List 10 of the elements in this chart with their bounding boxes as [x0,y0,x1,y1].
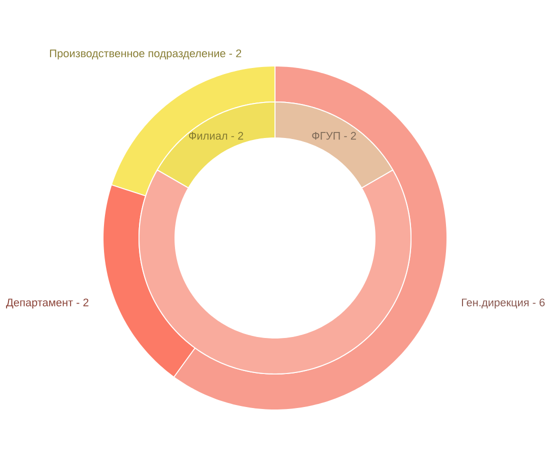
slice-label: ФГУП - [312,132,347,140]
data-label: 6 [540,298,545,306]
data-label: 2 [350,132,356,140]
slice-label: Филиал - [188,132,234,140]
data-label: 2 [238,132,244,140]
data-label: 2 [83,298,88,306]
slice-label: Производственное подразделение - [50,50,232,60]
slice-label: Ген.дирекция - [462,298,536,308]
slice-label: Департамент - [6,298,80,308]
data-label: 2 [236,50,242,58]
